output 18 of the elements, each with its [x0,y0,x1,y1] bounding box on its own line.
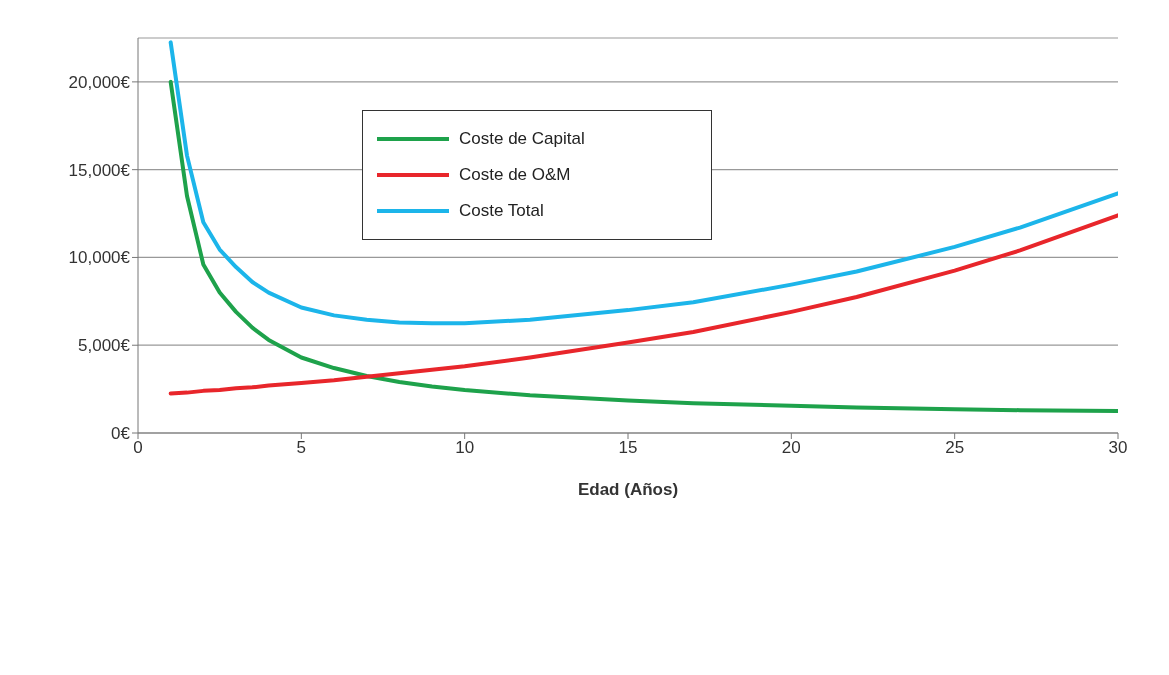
line-series [168,79,1118,414]
x-axis-title: Edad (Años) [577,480,679,499]
line-series [168,40,1118,326]
x-tick-label: 20 [781,438,801,458]
x-tick-label: 5 [296,438,307,458]
y-tick-label: 0€ [111,424,131,444]
y-tick-label: 15,000€ [68,160,131,180]
y-tick-label: 5,000€ [78,336,131,356]
x-tick-label: 30 [1108,438,1128,458]
x-tick-label: 15 [618,438,638,458]
x-tick-label: 25 [945,438,965,458]
legend-label: Coste Total [459,201,544,221]
legend-label: Coste de Capital [459,129,585,149]
x-tick-label: 0 [133,438,143,458]
legend-label: Coste de O&M [459,165,571,185]
y-tick-label: 10,000€ [68,248,131,268]
y-tick-label: 20,000€ [68,72,131,92]
x-tick-label: 10 [455,438,475,458]
